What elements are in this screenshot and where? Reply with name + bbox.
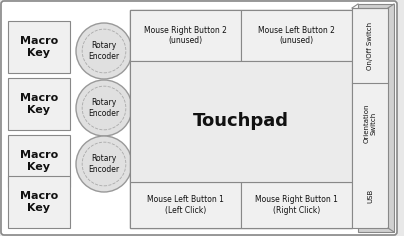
Bar [130, 61, 352, 182]
Text: Mouse Left Button 1
(Left Click): Mouse Left Button 1 (Left Click) [147, 195, 224, 215]
Text: Macro
Key: Macro Key [20, 93, 58, 115]
Text: Macro
Key: Macro Key [20, 150, 58, 172]
Text: Mouse Right Button 2
(unused): Mouse Right Button 2 (unused) [144, 26, 227, 45]
Text: Orientation
Switch: Orientation Switch [364, 104, 377, 143]
Circle shape [76, 80, 132, 136]
Bar [241, 182, 352, 228]
Bar [241, 10, 352, 61]
Text: Macro
Key: Macro Key [20, 36, 58, 58]
Text: On/Off Switch: On/Off Switch [367, 21, 373, 70]
Text: Touchpad: Touchpad [193, 113, 289, 131]
Bar [130, 10, 352, 228]
Bar [8, 135, 70, 187]
Text: Macro
Key: Macro Key [20, 191, 58, 213]
Bar [8, 21, 70, 73]
Circle shape [76, 136, 132, 192]
Text: Mouse Right Button 1
(Right Click): Mouse Right Button 1 (Right Click) [255, 195, 338, 215]
Bar [352, 8, 388, 228]
Bar [130, 182, 241, 228]
Bar [8, 78, 70, 130]
Text: Mouse Left Button 2
(unused): Mouse Left Button 2 (unused) [258, 26, 335, 45]
Circle shape [76, 23, 132, 79]
Bar [130, 10, 241, 61]
Text: Rotary
Encoder: Rotary Encoder [88, 98, 120, 118]
Bar [8, 176, 70, 228]
FancyBboxPatch shape [1, 1, 397, 235]
Bar [358, 4, 394, 232]
Text: Rotary
Encoder: Rotary Encoder [88, 41, 120, 61]
Text: Rotary
Encoder: Rotary Encoder [88, 154, 120, 174]
Text: USB: USB [367, 189, 373, 203]
